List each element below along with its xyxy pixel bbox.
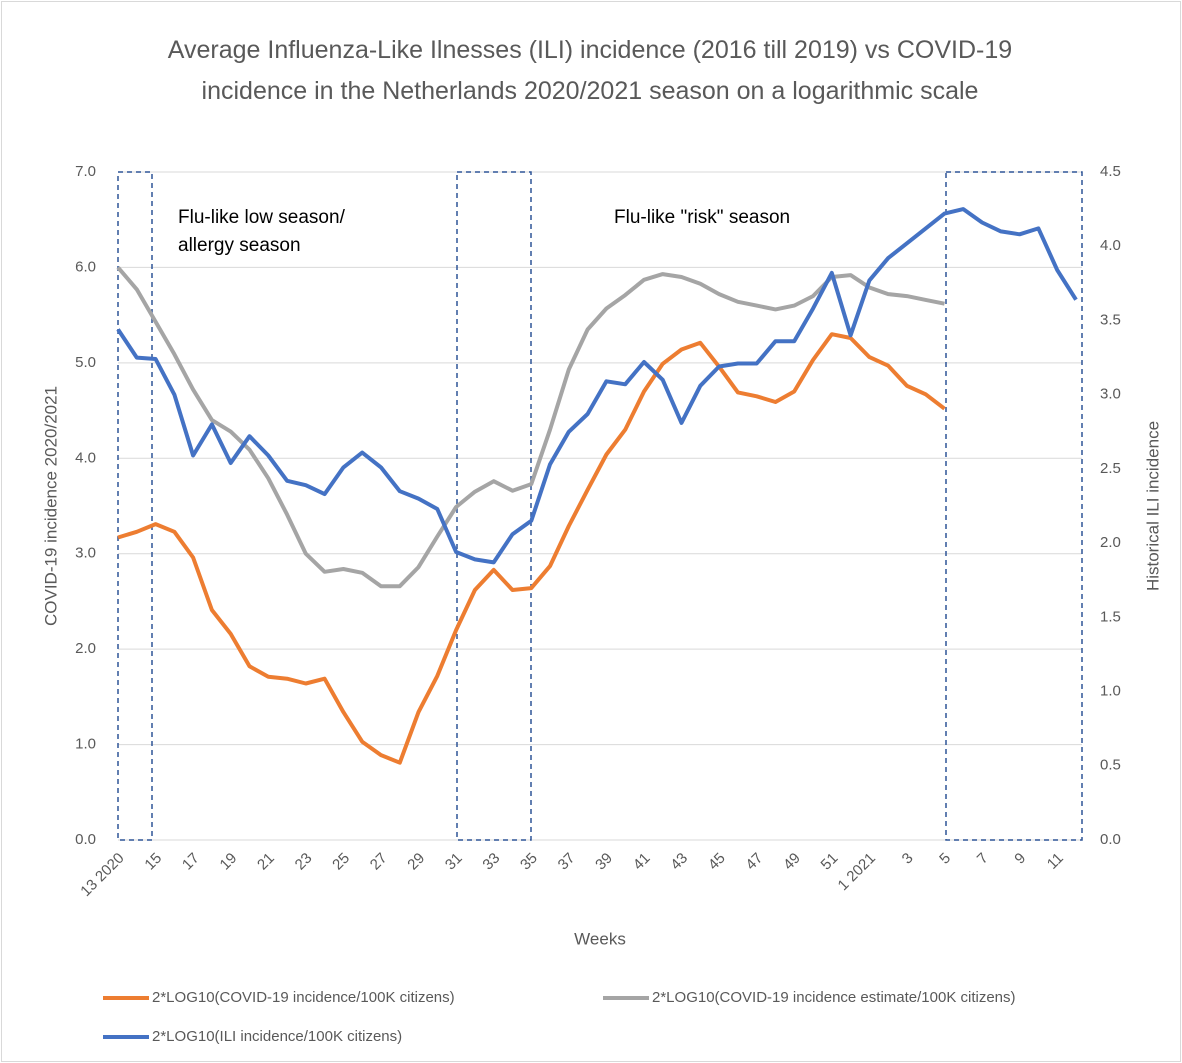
annotation: Flu-like "risk" season [614,207,790,228]
y-tick-label: 2.0 [75,640,96,657]
y2-tick-label: 0.5 [1100,757,1121,774]
season-box [456,171,532,841]
y-tick-label: 7.0 [75,163,96,180]
y2-tick-label: 0.0 [1100,831,1121,848]
legend-label: 2*LOG10(COVID-19 incidence estimate/100K… [652,989,1016,1006]
legend-label: 2*LOG10(ILI incidence/100K citizens) [152,1028,402,1045]
y2-tick-label: 2.5 [1100,460,1121,477]
y-tick-label: 6.0 [75,258,96,275]
series-line [116,266,945,589]
y2-tick-label: 4.5 [1100,163,1121,180]
x-axis-title: Weeks [574,929,626,948]
series-line [117,332,946,765]
y-tick-label: 3.0 [75,545,96,562]
y-tick-label: 4.0 [75,449,96,466]
y2-tick-label: 1.5 [1100,608,1121,625]
y2-tick-label: 2.0 [1100,534,1121,551]
y-tick-label: 5.0 [75,354,96,371]
season-box [945,171,1083,841]
legend-label: 2*LOG10(COVID-19 incidence/100K citizens… [152,989,455,1006]
y-tick-label: 0.0 [75,831,96,848]
annotation: allergy season [178,235,301,256]
series-line [116,207,1078,565]
y2-tick-label: 3.5 [1100,311,1121,328]
y2-tick-label: 1.0 [1100,683,1121,700]
y2-tick-label: 3.0 [1100,386,1121,403]
annotation: Flu-like low season/ [178,207,346,228]
chart-title: Average Influenza-Like Ilnesses (ILI) in… [167,36,1013,105]
y2-tick-label: 4.0 [1100,237,1121,254]
y-axis-title: COVID-19 incidence 2020/2021 [41,386,60,626]
y-tick-label: 1.0 [75,736,96,753]
y2-axis-title: Historical ILI incidence [1143,421,1162,591]
